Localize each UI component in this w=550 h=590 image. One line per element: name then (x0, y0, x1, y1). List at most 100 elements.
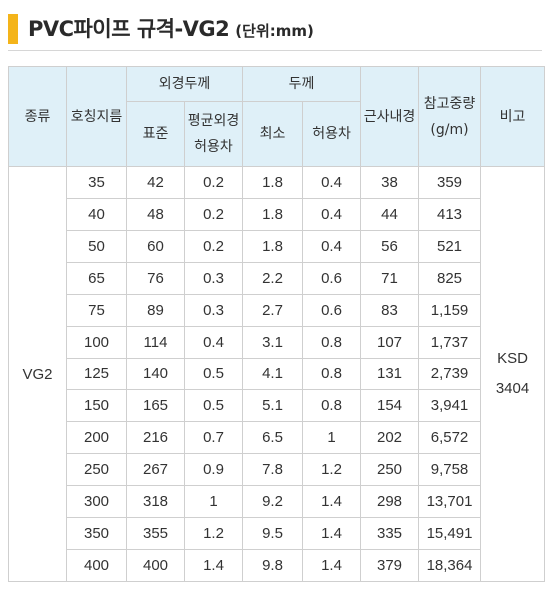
header-nominal: 호칭지름 (66, 66, 127, 167)
cell-outer-tol: 1.4 (184, 549, 243, 582)
cell-outer-tol: 0.2 (184, 229, 243, 263)
cell-thick-min: 9.8 (242, 549, 303, 582)
cell-outer-tol: 0.2 (184, 166, 243, 199)
cell-thick-tol: 1 (301, 421, 362, 455)
header-row-1: 종류 호칭지름 외경두께 두께 근사내경 참고중량 (g/m) 비고 (8, 66, 546, 167)
pvc-spec-table: 종류 호칭지름 외경두께 두께 근사내경 참고중량 (g/m) 비고 표준 평균… (8, 66, 546, 582)
cell-weight: 413 (418, 197, 482, 231)
cell-thick-min: 2.2 (242, 261, 303, 295)
header-thick-min: 최소 (242, 101, 303, 167)
cell-outer-std: 355 (126, 517, 185, 551)
cell-note: KSD 3404 (480, 166, 546, 582)
cell-outer-tol: 0.7 (184, 421, 243, 455)
cell-thick-min: 7.8 (242, 453, 303, 487)
cell-nominal: 100 (66, 325, 127, 359)
header-type: 종류 (8, 66, 67, 167)
cell-weight: 3,941 (418, 389, 482, 423)
cell-thick-tol: 0.8 (301, 389, 362, 423)
cell-outer-std: 89 (126, 293, 185, 327)
cell-thick-min: 6.5 (242, 421, 303, 455)
cell-nominal: 200 (66, 421, 127, 455)
header-weight: 참고중량 (g/m) (418, 66, 482, 167)
cell-outer-tol: 0.9 (184, 453, 243, 487)
cell-nominal: 250 (66, 453, 127, 487)
cell-thick-min: 9.2 (242, 485, 303, 519)
cell-thick-min: 3.1 (242, 325, 303, 359)
table-row: 40 48 0.2 1.8 0.4 44 413 (9, 197, 545, 231)
cell-inner: 71 (360, 261, 420, 295)
cell-thick-tol: 0.6 (301, 293, 362, 327)
cell-inner: 83 (360, 293, 420, 327)
cell-weight: 825 (418, 261, 482, 295)
cell-inner: 107 (360, 325, 420, 359)
cell-inner: 131 (360, 357, 420, 391)
cell-nominal: 300 (66, 485, 127, 519)
table-row: 65 76 0.3 2.2 0.6 71 825 (9, 261, 545, 295)
cell-outer-std: 76 (126, 261, 185, 295)
table-row: VG2 35 42 0.2 1.8 0.4 38 359 KSD 3404 (8, 166, 546, 582)
header-outer-std: 표준 (126, 101, 185, 167)
header-outer-tol: 평균외경 허용차 (184, 101, 243, 167)
table-body: VG2 35 42 0.2 1.8 0.4 38 359 KSD 3404 40 48 0.2 1.8 0.… (8, 166, 546, 582)
header-inner: 근사내경 (360, 66, 420, 167)
header-outer-group: 외경두께 (126, 66, 243, 102)
cell-thick-min: 4.1 (242, 357, 303, 391)
header-thick-tol: 허용차 (301, 101, 362, 167)
cell-thick-min: 5.1 (242, 389, 303, 423)
header-weight-line1: 참고중량 (423, 95, 476, 112)
cell-inner: 38 (360, 166, 420, 199)
cell-weight: 9,758 (418, 453, 482, 487)
cell-thick-min: 9.5 (242, 517, 303, 551)
cell-weight: 18,364 (418, 549, 482, 582)
cell-inner: 202 (360, 421, 420, 455)
cell-outer-tol: 0.3 (184, 293, 243, 327)
cell-outer-tol: 0.2 (184, 197, 243, 231)
cell-inner: 298 (360, 485, 420, 519)
cell-inner: 56 (360, 229, 420, 263)
table-row: 300 318 1 9.2 1.4 298 13,701 (9, 485, 545, 519)
page-title-unit: (단위:mm) (235, 22, 314, 40)
title-divider (8, 50, 542, 51)
cell-thick-tol: 0.4 (301, 166, 362, 199)
cell-nominal: 75 (66, 293, 127, 327)
header-note: 비고 (480, 66, 546, 167)
cell-weight: 1,737 (418, 325, 482, 359)
table-row: 50 60 0.2 1.8 0.4 56 521 (9, 229, 545, 263)
cell-nominal: 125 (66, 357, 127, 391)
cell-weight: 15,491 (418, 517, 482, 551)
cell-weight: 1,159 (418, 293, 482, 327)
cell-outer-std: 318 (126, 485, 185, 519)
cell-thick-tol: 1.2 (301, 453, 362, 487)
cell-thick-tol: 1.4 (301, 549, 362, 582)
cell-weight: 2,739 (418, 357, 482, 391)
cell-weight: 359 (418, 166, 482, 199)
table-row: 75 89 0.3 2.7 0.6 83 1,159 (9, 293, 545, 327)
cell-thick-min: 2.7 (242, 293, 303, 327)
header-outer-tol-line1: 평균외경 (187, 113, 240, 129)
table-row: 400 400 1.4 9.8 1.4 379 18,364 (9, 549, 545, 582)
cell-nominal: 50 (66, 229, 127, 263)
cell-outer-tol: 0.4 (184, 325, 243, 359)
table-row: 100 114 0.4 3.1 0.8 107 1,737 (9, 325, 545, 359)
header-outer-tol-line2: 허용차 (194, 139, 233, 155)
cell-outer-tol: 0.5 (184, 357, 243, 391)
cell-thick-min: 1.8 (242, 166, 303, 199)
cell-nominal: 400 (66, 549, 127, 582)
header-row-2: 표준 평균외경 허용차 최소 허용차 (9, 101, 545, 167)
cell-outer-std: 165 (126, 389, 185, 423)
cell-note-line2: 3404 (495, 380, 530, 397)
cell-thick-tol: 0.8 (301, 325, 362, 359)
cell-weight: 521 (418, 229, 482, 263)
cell-inner: 44 (360, 197, 420, 231)
cell-inner: 250 (360, 453, 420, 487)
cell-thick-tol: 1.4 (301, 517, 362, 551)
cell-outer-std: 216 (126, 421, 185, 455)
cell-nominal: 350 (66, 517, 127, 551)
table-row: 250 267 0.9 7.8 1.2 250 9,758 (9, 453, 545, 487)
header-weight-line2: (g/m) (430, 121, 469, 138)
cell-thick-tol: 0.6 (301, 261, 362, 295)
page-title-main: PVC파이프 규격-VG2 (28, 17, 230, 41)
cell-outer-tol: 1 (184, 485, 243, 519)
cell-inner: 379 (360, 549, 420, 582)
cell-weight: 6,572 (418, 421, 482, 455)
